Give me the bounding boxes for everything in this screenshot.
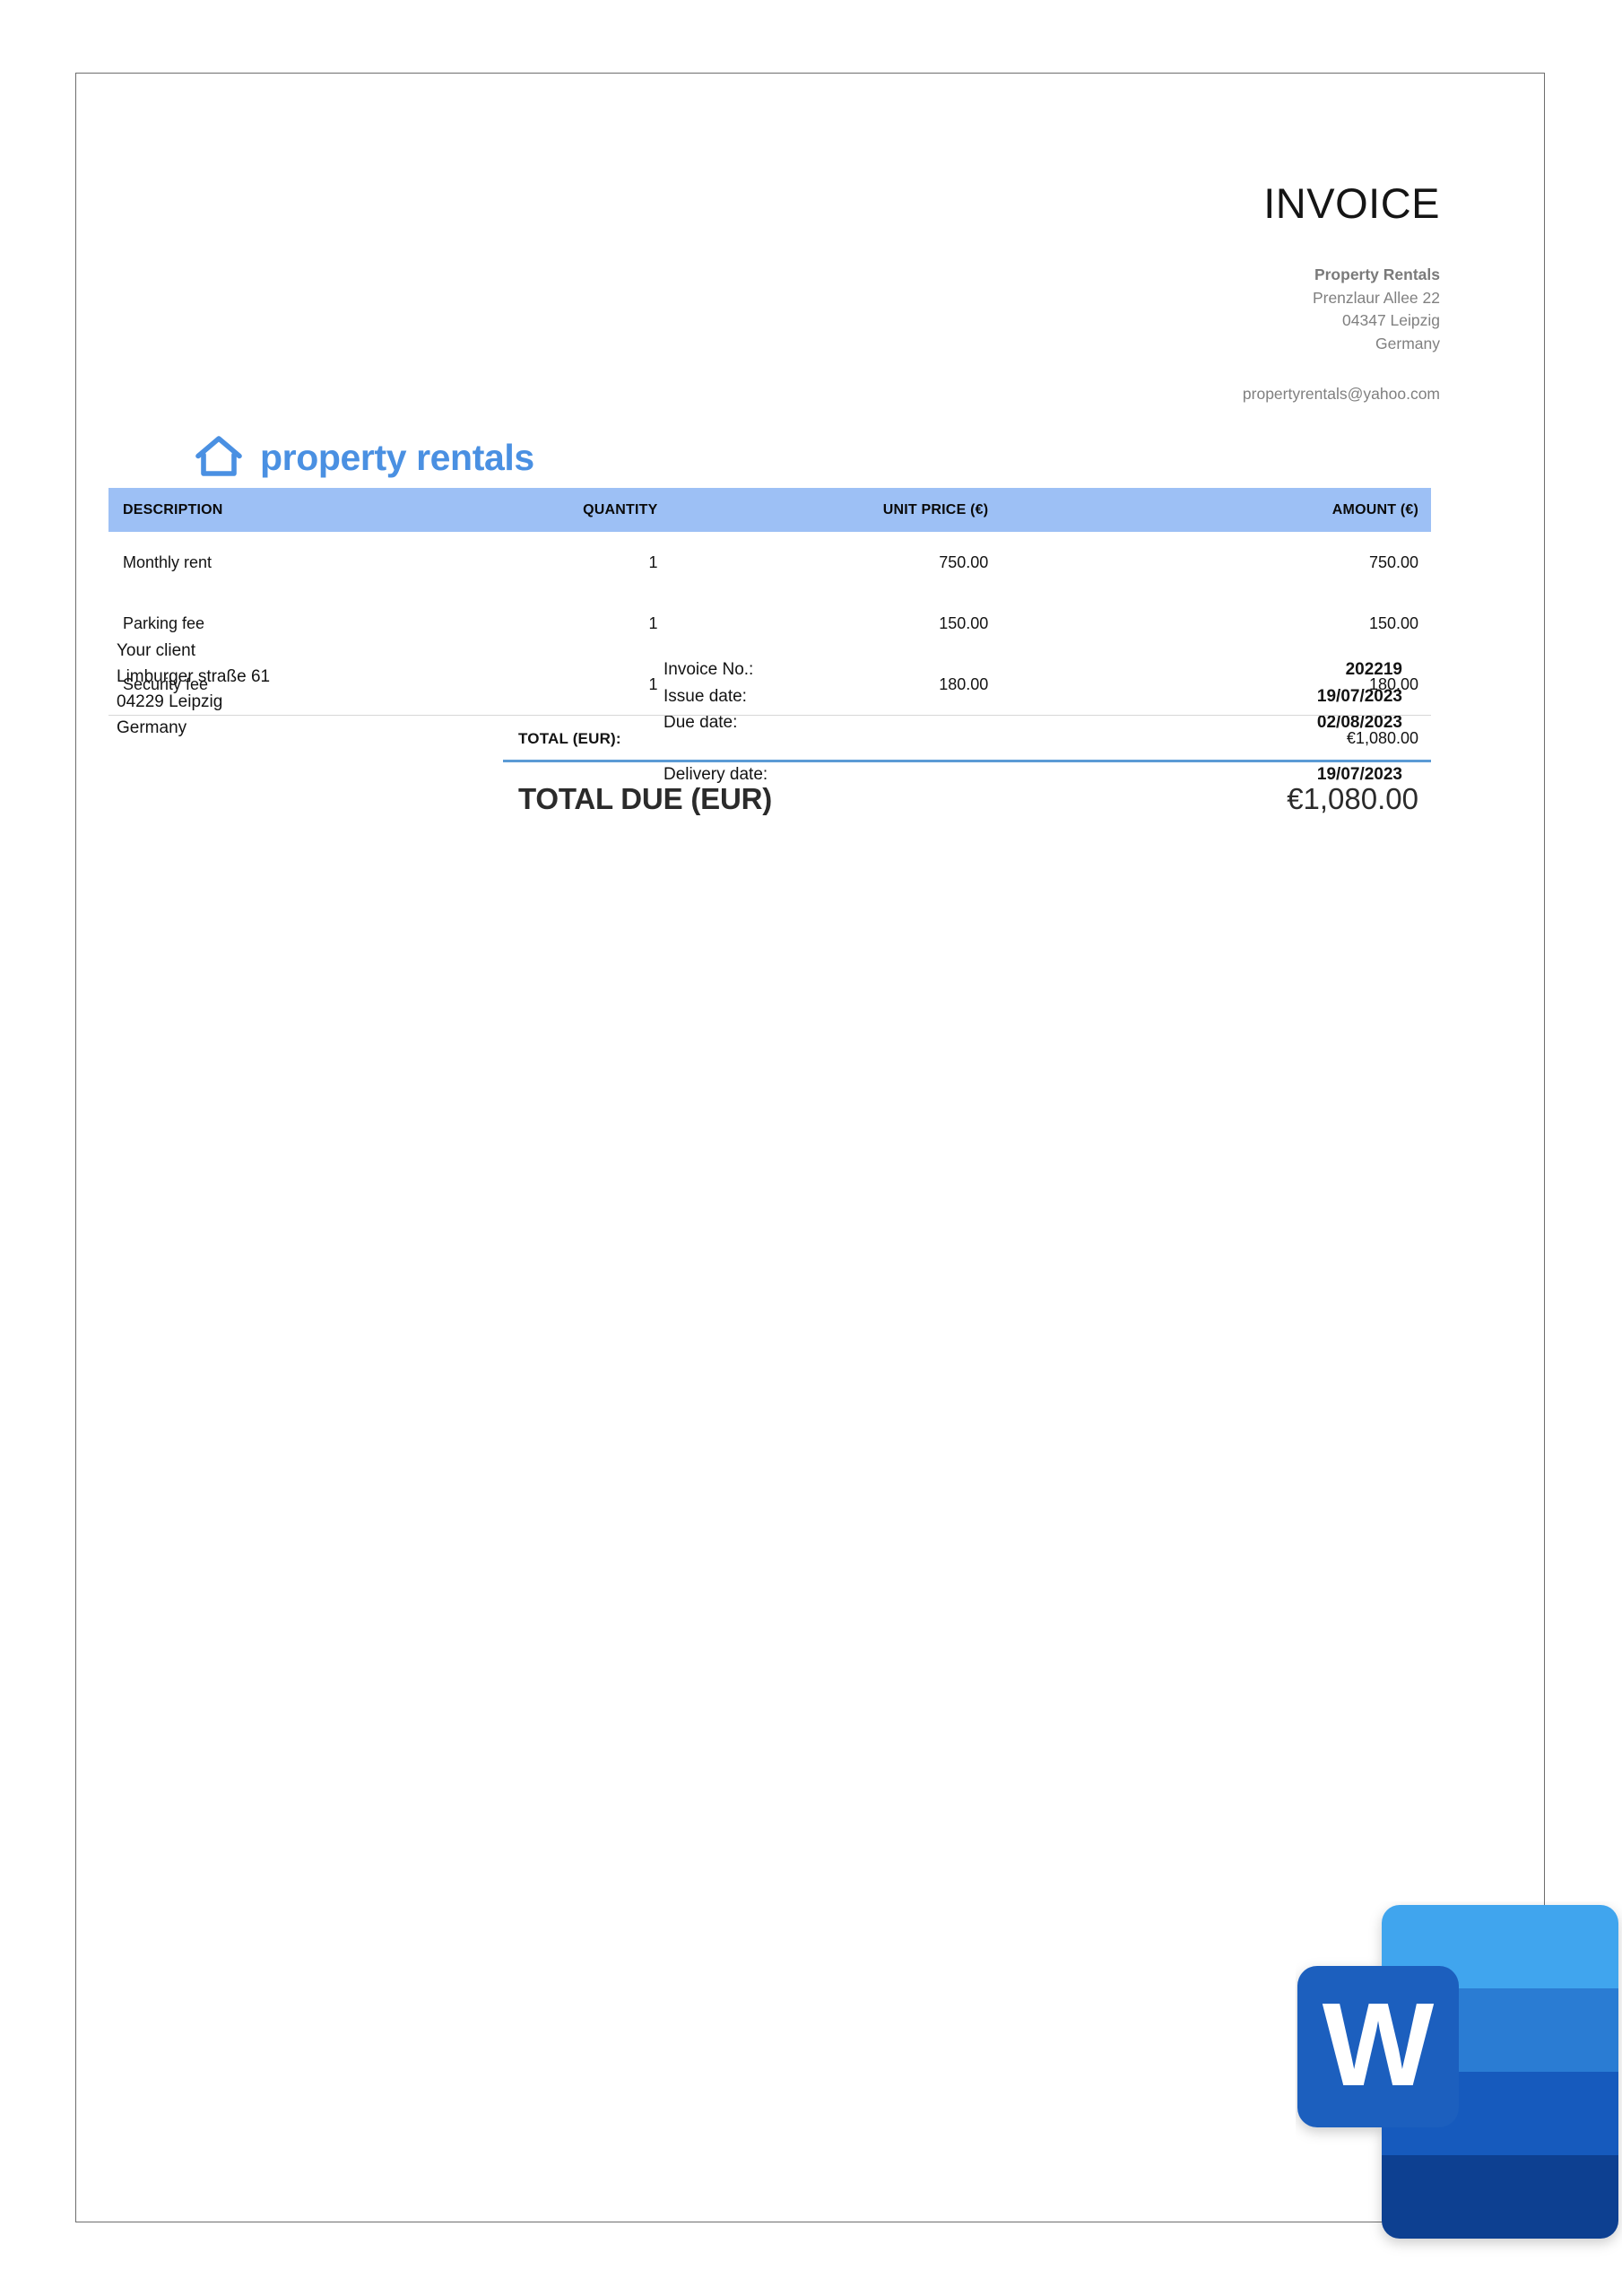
- company-street: Prenzlaur Allee 22: [1312, 288, 1440, 307]
- meta-label: Issue date:: [664, 686, 747, 706]
- meta-row-delivery-date: Delivery date: 19/07/2023: [664, 761, 1402, 788]
- meta-label: Invoice No.:: [664, 660, 754, 679]
- cell-quantity: 1: [648, 553, 658, 571]
- page-title: INVOICE: [1263, 179, 1440, 227]
- total-due-row: TOTAL DUE (EUR) €1,080.00: [503, 762, 1431, 816]
- total-row: TOTAL (EUR): €1,080.00: [503, 716, 1431, 760]
- meta-row-invoice-no: Invoice No.: 202219: [664, 657, 1402, 683]
- column-header-quantity: QUANTITY: [438, 488, 770, 532]
- client-address-block: Your client Limburger straße 61 04229 Le…: [117, 639, 270, 741]
- table-header-row: DESCRIPTION QUANTITY UNIT PRICE (€) AMOU…: [108, 488, 1431, 532]
- column-header-unit-price: UNIT PRICE (€): [769, 488, 1101, 532]
- meta-row-due-date: Due date: 02/08/2023: [664, 709, 1402, 736]
- meta-label: Delivery date:: [664, 764, 768, 784]
- total-label: TOTAL (EUR):: [518, 730, 621, 747]
- table-row: Monthly rent 1 750.00 750.00: [108, 532, 1431, 593]
- cell-description: Security fee: [123, 675, 209, 693]
- microsoft-word-icon[interactable]: W: [1296, 1901, 1622, 2296]
- company-address-block: Property Rentals Prenzlaur Allee 22 0434…: [1313, 264, 1440, 355]
- cell-quantity: 1: [648, 614, 658, 632]
- house-icon: [194, 432, 244, 483]
- line-items-table: DESCRIPTION QUANTITY UNIT PRICE (€) AMOU…: [108, 488, 1431, 816]
- totals-section: TOTAL (EUR): €1,080.00 TOTAL DUE (EUR) €…: [108, 716, 1431, 816]
- cell-amount: 150.00: [1368, 614, 1418, 632]
- company-logo: property rentals: [194, 432, 534, 483]
- table-row: Security fee 1 180.00 180.00: [108, 654, 1431, 715]
- column-header-amount: AMOUNT (€): [1100, 488, 1431, 532]
- meta-value: 19/07/2023: [1316, 764, 1402, 784]
- cell-unit-price: 750.00: [939, 553, 989, 571]
- client-street: Limburger straße 61: [117, 666, 271, 686]
- svg-text:W: W: [1323, 1979, 1435, 2110]
- total-due-value: €1,080.00: [1287, 782, 1418, 815]
- total-value: €1,080.00: [1346, 729, 1418, 747]
- cell-quantity: 1: [648, 675, 658, 693]
- invoice-meta-block: Invoice No.: 202219 Issue date: 19/07/20…: [664, 657, 1402, 787]
- cell-unit-price: 180.00: [939, 675, 989, 693]
- meta-row-issue-date: Issue date: 19/07/2023: [664, 683, 1402, 710]
- total-due-label: TOTAL DUE (EUR): [518, 782, 772, 815]
- table-row: Parking fee 1 150.00 150.00: [108, 593, 1431, 654]
- client-name: Your client: [117, 641, 196, 660]
- cell-description: Monthly rent: [123, 553, 213, 571]
- meta-value: 19/07/2023: [1316, 686, 1402, 706]
- table-divider: [108, 715, 1431, 716]
- meta-value: 202219: [1345, 660, 1402, 679]
- cell-amount: 180.00: [1368, 675, 1418, 693]
- cell-amount: 750.00: [1368, 553, 1418, 571]
- cell-description: Parking fee: [123, 614, 205, 632]
- company-country: Germany: [1375, 334, 1440, 352]
- cell-unit-price: 150.00: [939, 614, 989, 632]
- logo-text: property rentals: [260, 436, 534, 478]
- client-country: Germany: [117, 718, 187, 737]
- invoice-page: INVOICE Property Rentals Prenzlaur Allee…: [75, 73, 1545, 2222]
- company-email: propertyrentals@yahoo.com: [1242, 385, 1440, 403]
- meta-value: 02/08/2023: [1316, 713, 1402, 732]
- company-name: Property Rentals: [1314, 265, 1440, 283]
- total-accent-rule: [503, 760, 1431, 762]
- client-city: 04229 Leipzig: [117, 692, 223, 711]
- column-header-description: DESCRIPTION: [108, 488, 439, 532]
- company-city: 04347 Leipzig: [1342, 311, 1440, 329]
- meta-label: Due date:: [664, 713, 738, 732]
